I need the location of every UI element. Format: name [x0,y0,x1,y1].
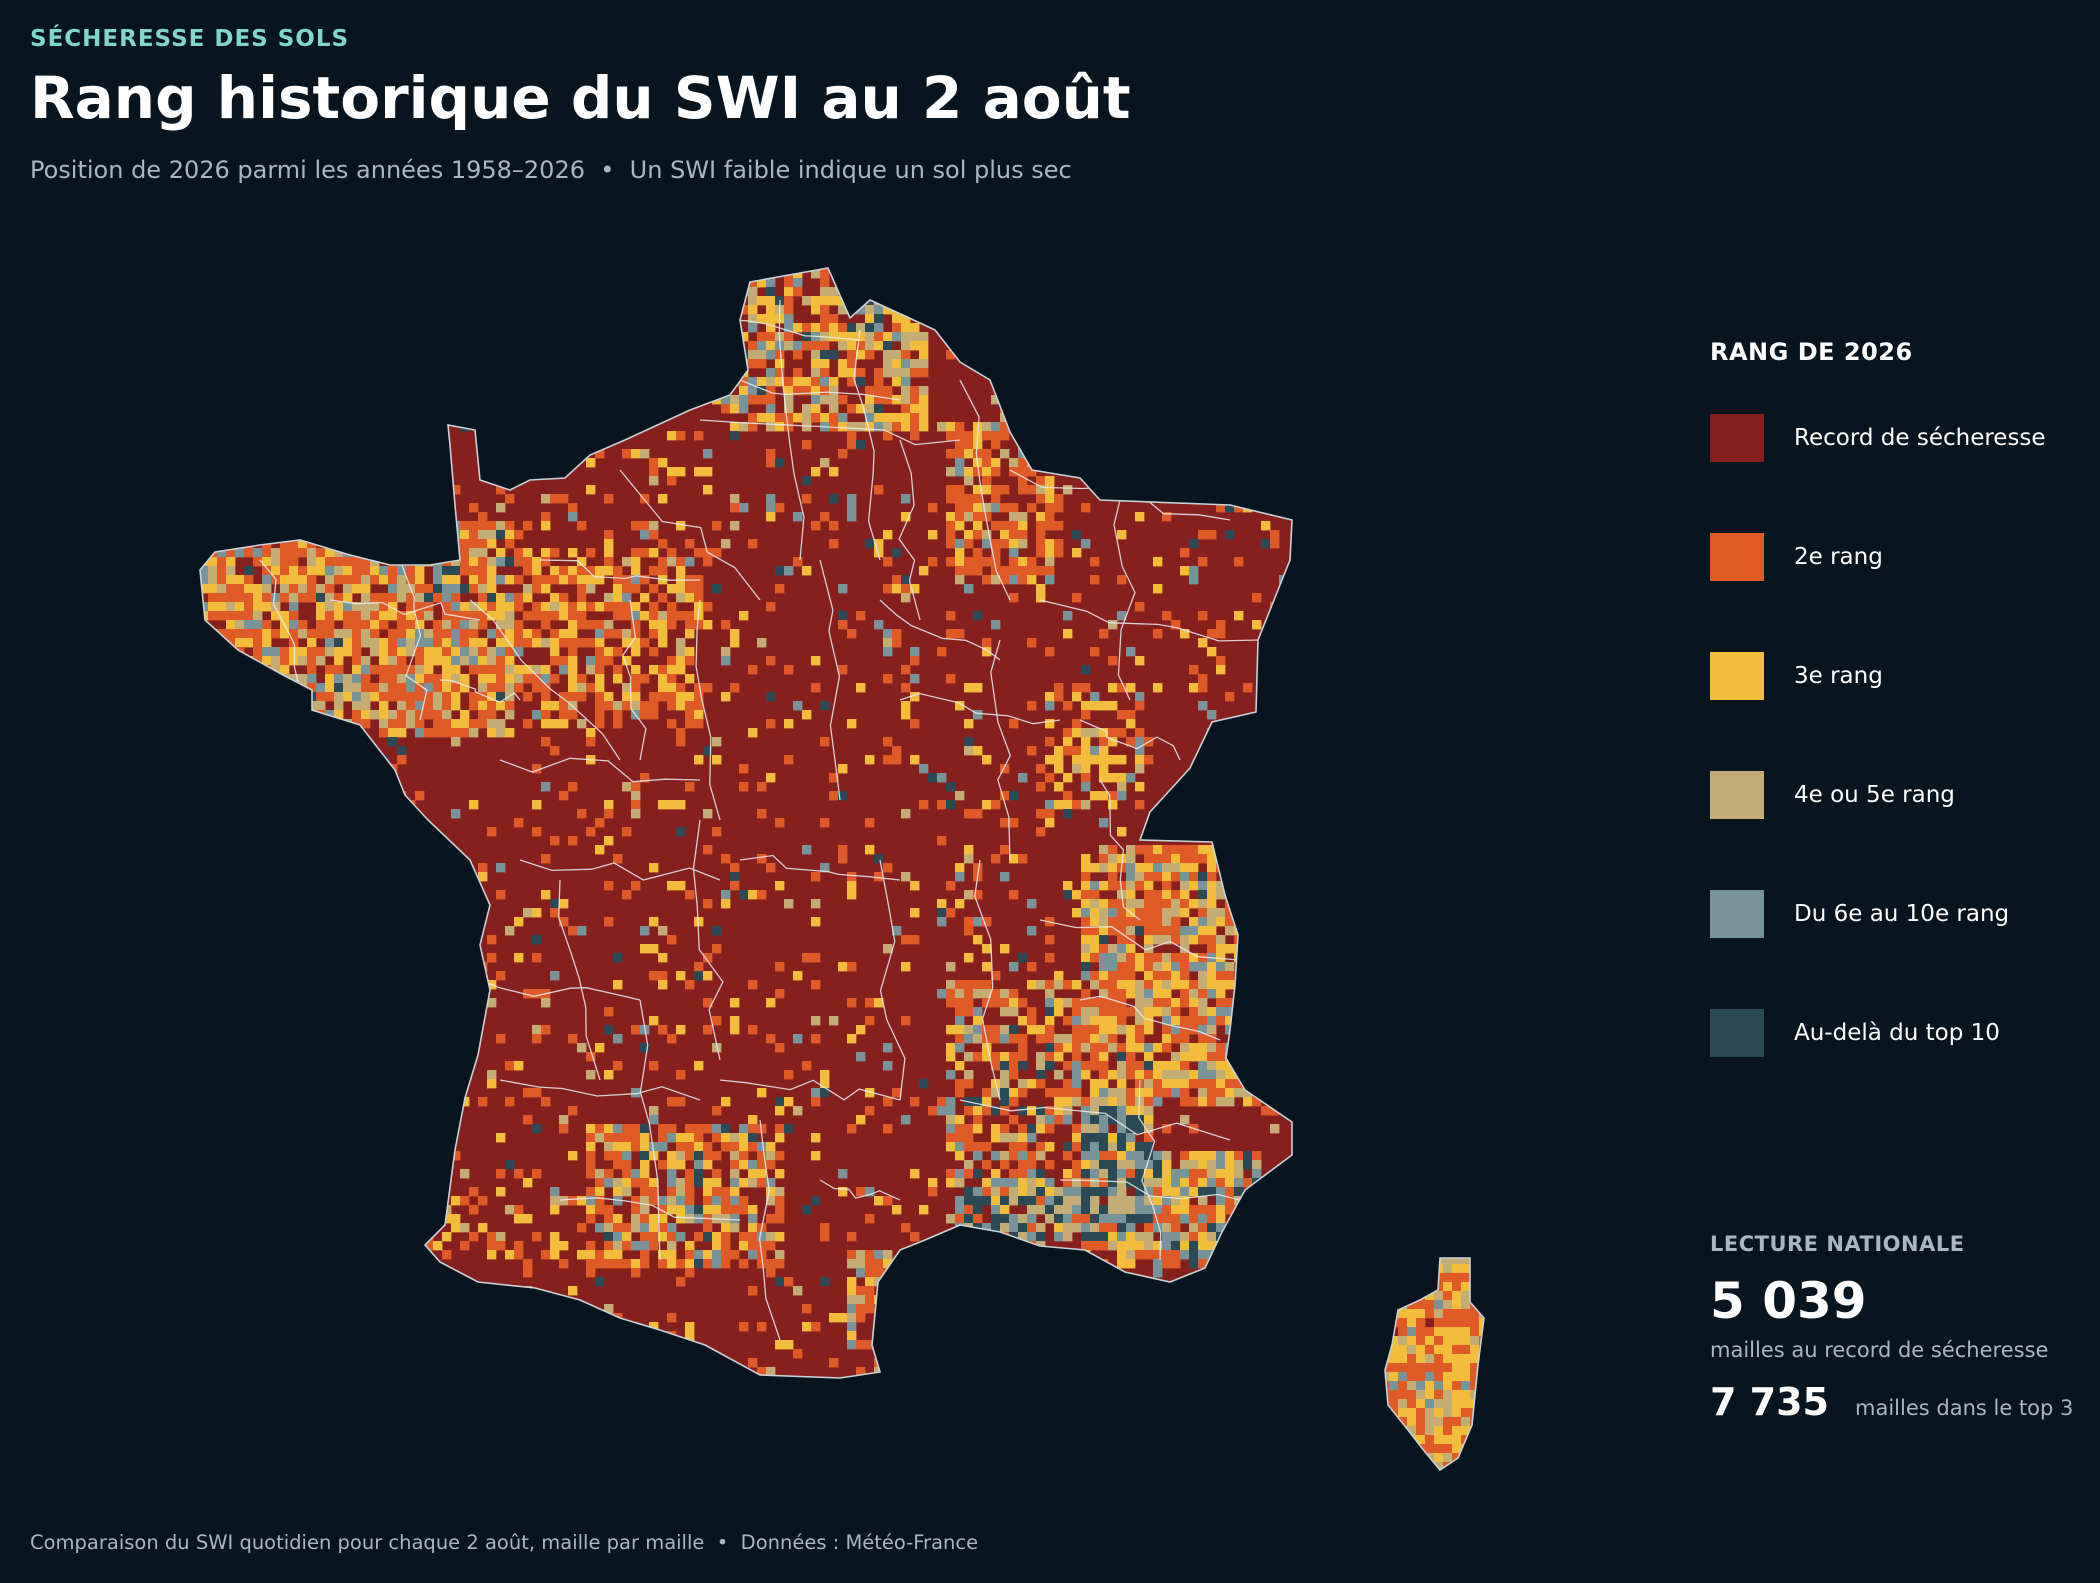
department-border [479,979,641,1001]
record-caption: mailles au record de sécheresse [1710,1338,2049,1362]
department-border [499,757,701,783]
department-border [259,559,301,691]
department-border [539,559,701,581]
department-border [399,559,428,721]
legend-label: Au-delà du top 10 [1794,1020,2000,1046]
legend-item: Record de sécheresse [1710,414,2046,462]
department-border [853,329,881,561]
department-border [819,1179,901,1201]
department-border [1138,1079,1162,1261]
department-border [1079,719,1181,761]
department-border [879,599,1001,661]
department-border [899,692,1061,725]
department-border [469,599,621,761]
page-title: Rang historique du SWI au 2 août [30,64,1131,132]
legend-item: 3e rang [1710,652,2046,700]
department-border [619,469,761,601]
legend-label: 2e rang [1794,544,1883,570]
department-border [1039,919,1241,961]
department-border [699,419,961,446]
department-border [758,1119,781,1341]
department-border [1059,1179,1241,1201]
footer-note: Comparaison du SWI quotidien pour chaque… [30,1531,979,1554]
department-border [898,439,921,621]
legend-title: RANG DE 2026 [1710,338,1913,366]
legend: RANG DE 2026 Record de sécheresse 2e rang… [1710,338,2046,1128]
department-border [739,379,901,401]
department-border [959,379,1011,601]
department-border [974,859,1001,1101]
department-border [739,854,901,881]
legend-swatch [1710,1009,1764,1057]
department-border [622,599,647,761]
legend-label: Record de sécheresse [1794,425,2046,451]
legend-swatch [1710,533,1764,581]
department-border [559,1197,741,1221]
department-border [439,679,521,703]
department-border [519,859,721,881]
department-border [990,639,1012,861]
record-count: 5 039 [1710,1272,1867,1330]
legend-label: 3e rang [1794,663,1883,689]
legend-label: Du 6e au 10e rang [1794,901,2010,927]
department-border [692,819,724,1061]
department-border [819,559,841,801]
subtitle: Position de 2026 parmi les années 1958–2… [30,156,1072,184]
legend-swatch [1710,771,1764,819]
legend-swatch [1710,414,1764,462]
department-border [499,1079,701,1101]
corsica-outline [1384,1257,1485,1472]
top3-count: 7 735 [1710,1380,1829,1424]
department-border [778,299,805,561]
department-border [1113,499,1136,701]
france-outline [199,267,1293,1379]
department-border [879,859,906,1101]
department-border [1039,599,1261,642]
national-reading: LECTURE NATIONALE 5 039 mailles au recor… [1710,1232,2073,1424]
kicker: SÉCHERESSE DES SOLS [30,26,350,52]
stats-title: LECTURE NATIONALE [1710,1232,1965,1256]
legend-label: 4e ou 5e rang [1794,782,1955,808]
department-border [695,599,721,821]
department-border [959,1099,1231,1141]
department-border [558,879,601,1081]
department-border [1079,995,1221,1041]
legend-item: Au-delà du top 10 [1710,1009,2046,1057]
top3-caption: mailles dans le top 3 [1855,1396,2074,1420]
legend-item: Du 6e au 10e rang [1710,890,2046,938]
department-border [719,1079,901,1101]
legend-item: 2e rang [1710,533,2046,581]
legend-swatch [1710,652,1764,700]
department-border [639,999,661,1261]
department-border [1099,779,1141,921]
legend-item: 4e ou 5e rang [1710,771,2046,819]
department-border [329,599,481,621]
legend-swatch [1710,890,1764,938]
